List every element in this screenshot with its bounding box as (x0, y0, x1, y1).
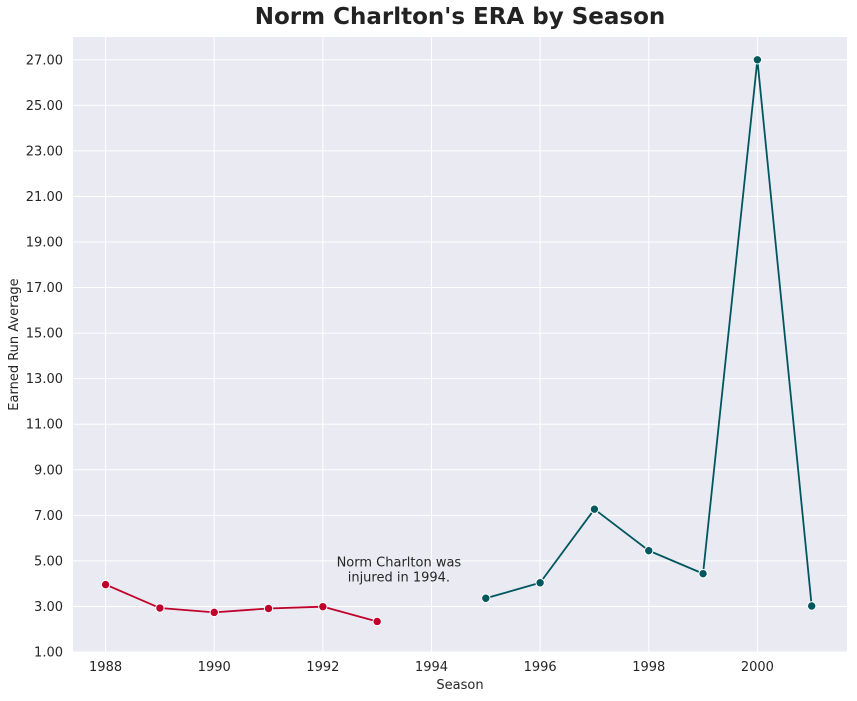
data-point (100, 579, 111, 590)
y-tick-label: 21.00 (26, 190, 63, 205)
data-point (589, 504, 600, 514)
x-axis-label: Season (436, 678, 483, 693)
data-point (806, 601, 817, 611)
series-1988-1993 (100, 579, 382, 627)
y-tick-label: 7.00 (34, 509, 63, 524)
x-tick-label: 1988 (89, 660, 122, 675)
y-tick-label: 5.00 (34, 554, 63, 569)
chart-title: Norm Charlton's ERA by Season (254, 4, 666, 30)
x-tick-label: 1994 (415, 660, 448, 675)
x-tick-label: 1996 (524, 660, 557, 675)
annotation: Norm Charlton was injured in 1994. (337, 556, 462, 586)
y-tick-label: 3.00 (34, 600, 63, 615)
series-1995-2001 (481, 55, 817, 611)
y-tick-label: 13.00 (26, 372, 63, 387)
data-series (100, 55, 817, 627)
plot-area (73, 37, 847, 652)
annotation-line-2: injured in 1994. (348, 571, 450, 586)
y-tick-label: 25.00 (26, 99, 63, 114)
data-point (535, 578, 545, 588)
data-point (752, 55, 763, 65)
y-tick-label: 9.00 (34, 463, 63, 478)
y-tick-label: 11.00 (26, 418, 63, 433)
data-point (644, 545, 654, 556)
grid-lines (73, 37, 847, 653)
y-axis-label: Earned Run Average (7, 278, 22, 410)
annotation-line-1: Norm Charlton was (337, 556, 462, 571)
y-tick-label: 17.00 (26, 281, 63, 296)
y-tick-label: 19.00 (26, 236, 63, 251)
data-point (372, 616, 382, 627)
x-tick-label: 1992 (306, 660, 339, 675)
y-axis-ticks: 1.00 3.00 5.00 7.00 9.00 11.00 13.00 15.00 17.00… (26, 53, 63, 660)
data-point (318, 601, 328, 612)
y-tick-label: 23.00 (26, 144, 63, 159)
y-tick-label: 1.00 (34, 646, 63, 661)
x-tick-label: 1998 (632, 660, 665, 675)
y-tick-label: 15.00 (26, 327, 63, 342)
data-point (155, 603, 165, 613)
x-tick-label: 2000 (741, 660, 774, 675)
data-point (698, 568, 708, 579)
y-tick-label: 27.00 (26, 53, 63, 68)
x-axis-ticks: 1988 1990 1992 1994 1996 1998 2000 (89, 660, 774, 675)
data-point (481, 593, 491, 603)
data-point (209, 607, 219, 618)
series-line (105, 583, 378, 623)
data-point (263, 603, 274, 614)
x-tick-label: 1990 (198, 660, 231, 675)
